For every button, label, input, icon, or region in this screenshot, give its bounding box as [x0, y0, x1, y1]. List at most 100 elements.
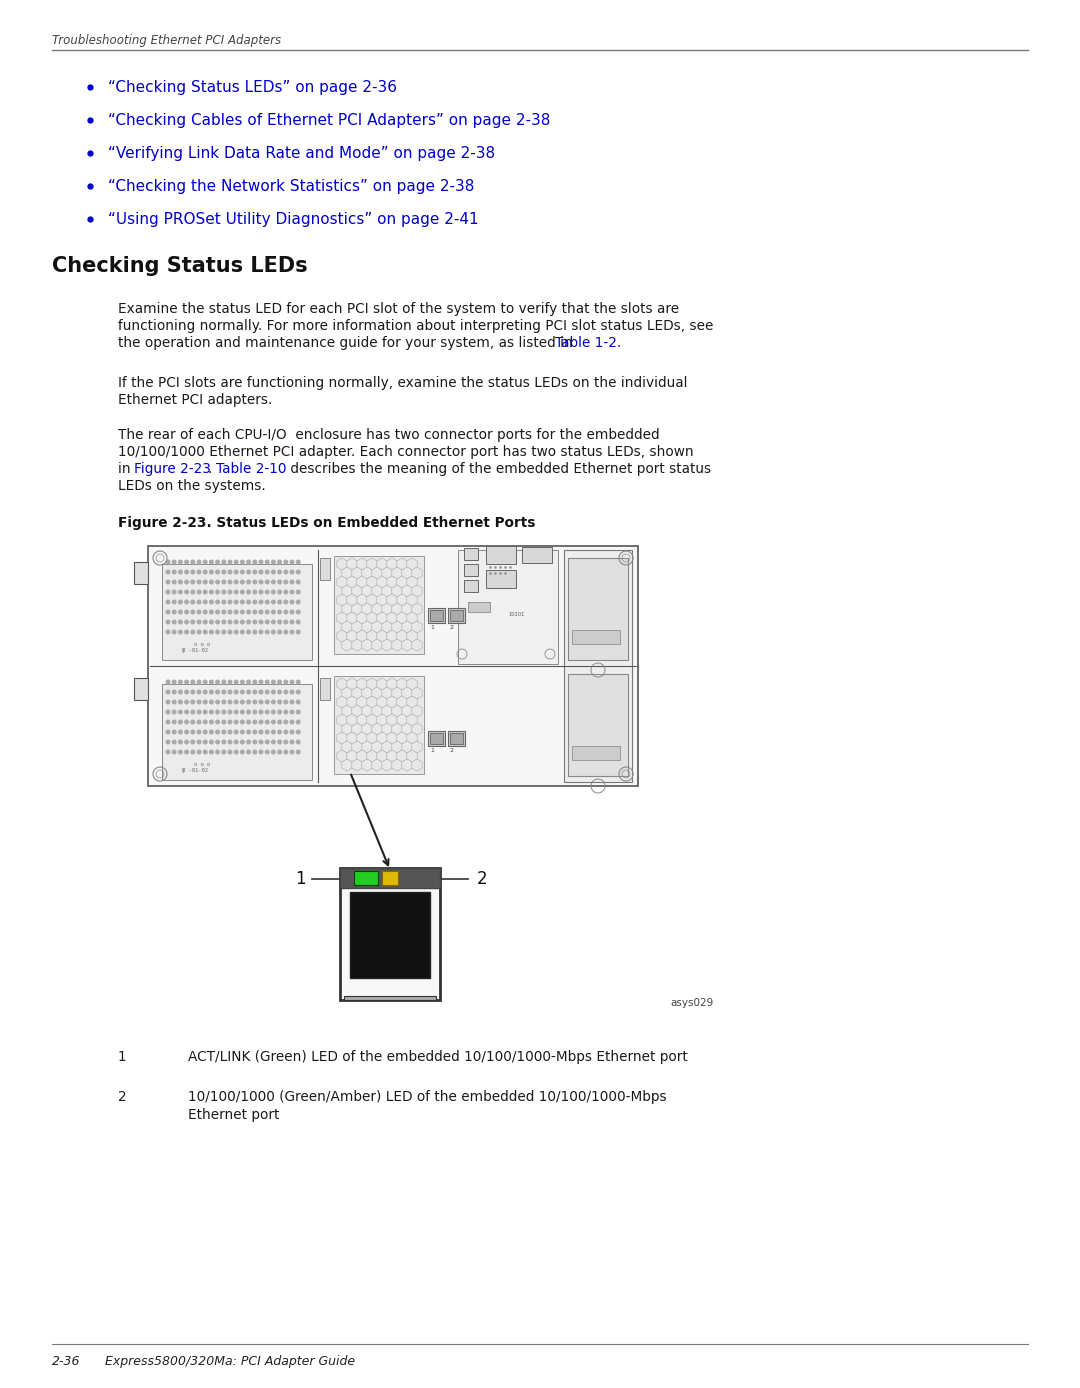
Circle shape — [203, 630, 207, 634]
Polygon shape — [411, 638, 422, 651]
Circle shape — [253, 680, 257, 684]
Polygon shape — [352, 584, 362, 597]
Circle shape — [296, 611, 300, 613]
Circle shape — [166, 720, 170, 723]
Circle shape — [284, 700, 287, 704]
Circle shape — [203, 680, 207, 684]
Circle shape — [278, 750, 282, 754]
Circle shape — [216, 620, 219, 623]
Polygon shape — [396, 576, 407, 589]
Circle shape — [173, 580, 176, 584]
Polygon shape — [362, 687, 373, 700]
Polygon shape — [387, 558, 397, 570]
Polygon shape — [382, 568, 392, 579]
Circle shape — [210, 570, 213, 573]
Circle shape — [222, 580, 226, 584]
Polygon shape — [362, 741, 373, 754]
Polygon shape — [382, 602, 392, 615]
Polygon shape — [341, 759, 352, 770]
Polygon shape — [341, 584, 352, 597]
Circle shape — [203, 590, 207, 594]
Circle shape — [247, 711, 251, 713]
Circle shape — [296, 700, 300, 704]
Polygon shape — [372, 602, 382, 615]
Polygon shape — [402, 705, 413, 718]
Polygon shape — [411, 620, 422, 633]
Polygon shape — [382, 759, 392, 770]
Bar — [382, 872, 399, 886]
Circle shape — [173, 680, 176, 684]
Circle shape — [241, 720, 244, 723]
Polygon shape — [407, 731, 417, 744]
Polygon shape — [367, 713, 377, 726]
Circle shape — [191, 590, 194, 594]
Text: .: . — [208, 462, 217, 476]
Polygon shape — [411, 705, 422, 718]
Polygon shape — [392, 638, 402, 651]
Circle shape — [210, 561, 213, 564]
Circle shape — [228, 570, 232, 573]
Text: 1: 1 — [430, 748, 434, 754]
Text: Table 1-2.: Table 1-2. — [555, 336, 621, 350]
Circle shape — [291, 590, 294, 594]
Polygon shape — [347, 695, 357, 708]
Circle shape — [241, 570, 244, 573]
Circle shape — [203, 750, 207, 754]
Circle shape — [185, 750, 188, 754]
Text: Figure 2-23. Status LEDs on Embedded Ethernet Ports: Figure 2-23. Status LEDs on Embedded Eth… — [118, 516, 536, 530]
Circle shape — [198, 561, 201, 564]
Text: IOIOI: IOIOI — [508, 612, 524, 618]
Circle shape — [266, 750, 269, 754]
Circle shape — [241, 600, 244, 604]
Circle shape — [203, 570, 207, 573]
Bar — [162, 684, 312, 780]
Polygon shape — [341, 705, 352, 718]
Circle shape — [185, 600, 188, 604]
Text: 10/100/1000 Ethernet PCI adapter. Each connector port has two status LEDs, shown: 10/100/1000 Ethernet PCI adapter. Each c… — [118, 446, 693, 459]
Text: 10/100/1000 (Green/Amber) LED of the embedded 10/100/1000-Mbps: 10/100/1000 (Green/Amber) LED of the emb… — [188, 1090, 666, 1103]
Text: φ -01-02: φ -01-02 — [183, 648, 208, 652]
Circle shape — [291, 580, 294, 584]
Circle shape — [216, 600, 219, 604]
Polygon shape — [347, 677, 357, 690]
Circle shape — [278, 711, 282, 713]
Circle shape — [191, 611, 194, 613]
Circle shape — [247, 720, 251, 723]
Polygon shape — [352, 638, 362, 651]
Polygon shape — [341, 723, 352, 736]
Circle shape — [271, 711, 275, 713]
Polygon shape — [352, 741, 362, 754]
Circle shape — [234, 690, 238, 694]
Circle shape — [173, 630, 176, 634]
Polygon shape — [382, 705, 392, 718]
Circle shape — [291, 750, 294, 754]
Circle shape — [284, 620, 287, 623]
Circle shape — [296, 630, 300, 634]
Circle shape — [198, 620, 201, 623]
Text: LEDs on the systems.: LEDs on the systems. — [118, 479, 266, 493]
Bar — [334, 676, 424, 775]
Circle shape — [222, 570, 226, 573]
Polygon shape — [392, 741, 402, 754]
Circle shape — [291, 700, 294, 704]
Circle shape — [271, 570, 275, 573]
Circle shape — [222, 700, 226, 704]
Circle shape — [266, 720, 269, 723]
Circle shape — [253, 561, 257, 564]
Circle shape — [259, 561, 262, 564]
Text: 1: 1 — [295, 870, 306, 888]
Polygon shape — [377, 630, 388, 643]
Circle shape — [253, 580, 257, 584]
Circle shape — [216, 730, 219, 734]
Circle shape — [278, 561, 282, 564]
Bar — [572, 630, 620, 644]
Circle shape — [173, 711, 176, 713]
Text: Table 2-10: Table 2-10 — [216, 462, 286, 476]
Polygon shape — [372, 584, 382, 597]
Circle shape — [210, 720, 213, 723]
Bar — [148, 545, 638, 786]
Circle shape — [203, 600, 207, 604]
Circle shape — [173, 730, 176, 734]
Circle shape — [266, 570, 269, 573]
Circle shape — [259, 720, 262, 723]
